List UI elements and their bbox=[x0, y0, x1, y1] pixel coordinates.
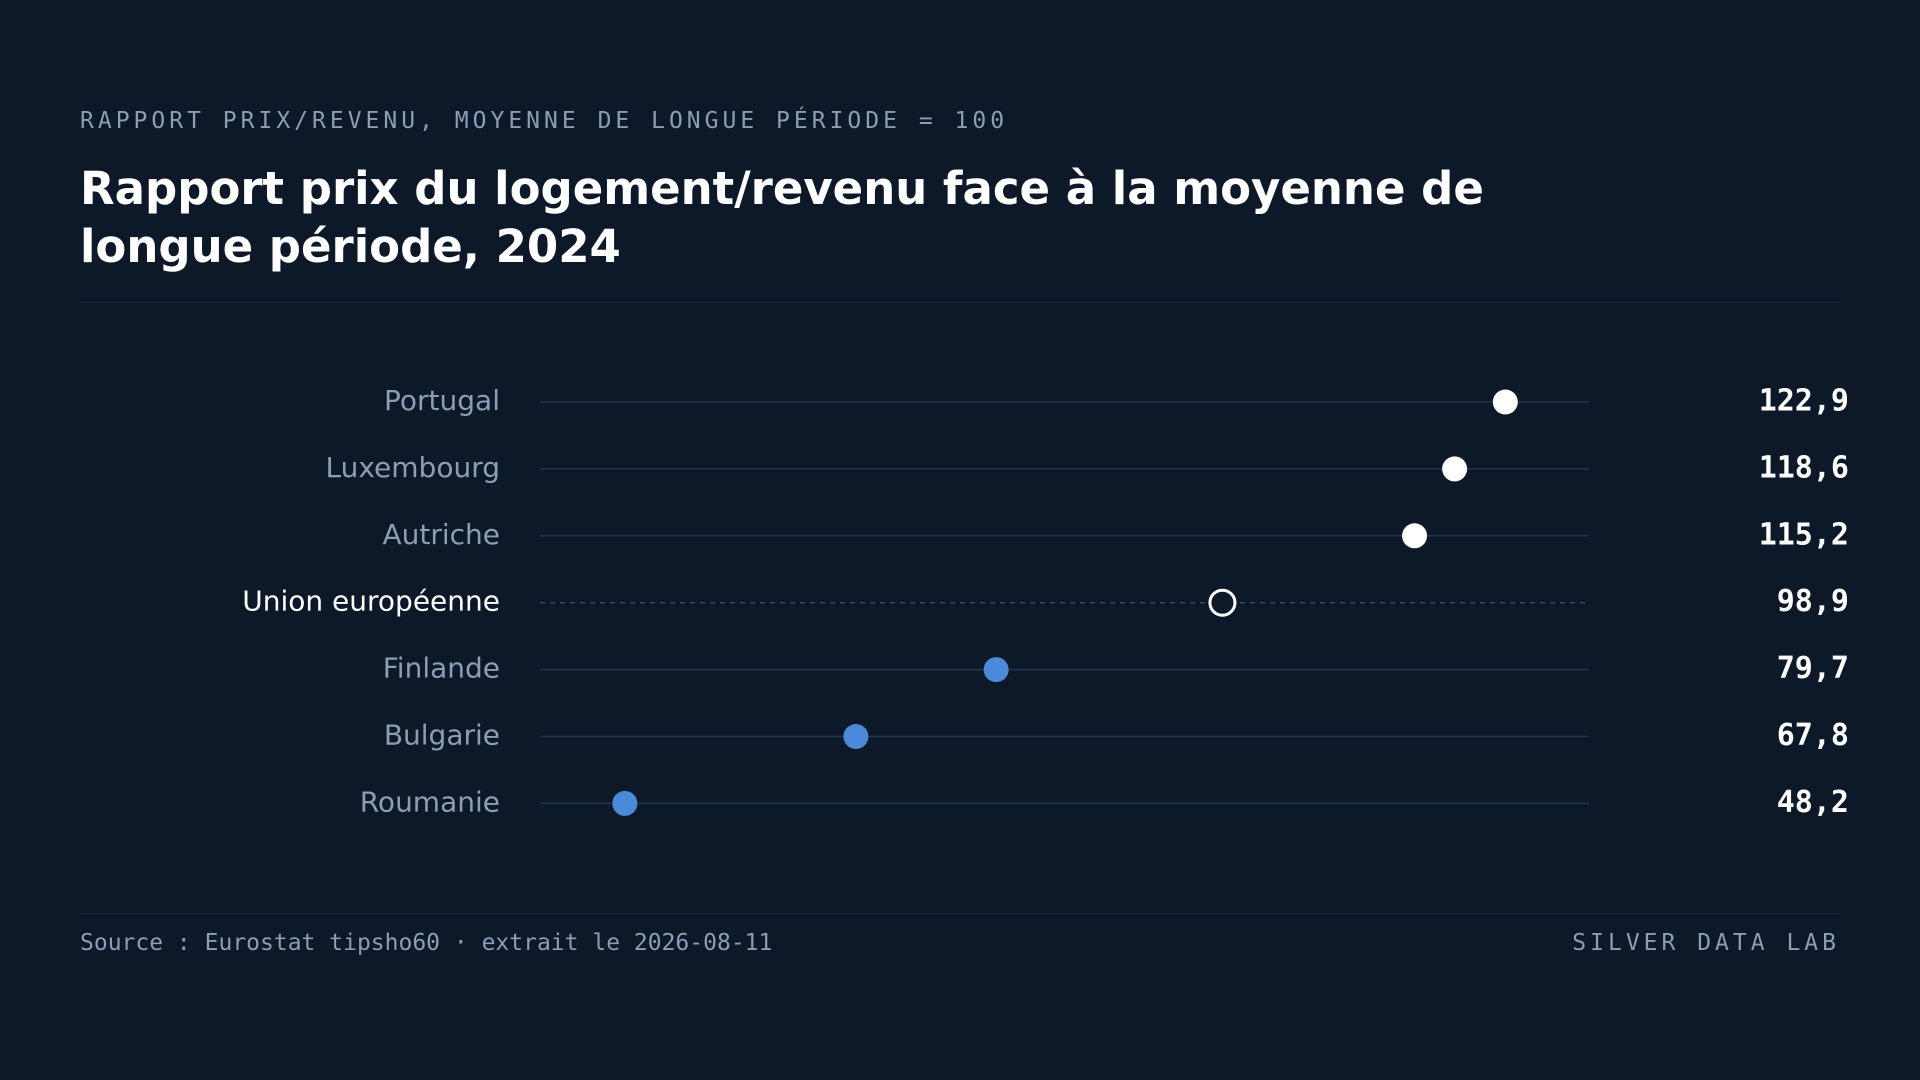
divider bbox=[80, 302, 1840, 303]
value-label: 118,6 bbox=[1759, 450, 1849, 485]
source: Source : Eurostat tipsho60 · extrait le … bbox=[80, 930, 773, 956]
value-label: 98,9 bbox=[1777, 584, 1849, 619]
brand: SILVER DATA LAB bbox=[1572, 930, 1840, 956]
dot bbox=[1442, 456, 1468, 482]
chart-title: Rapport prix du logement/revenu face à l… bbox=[80, 162, 1484, 273]
dot bbox=[1402, 523, 1428, 549]
dot bbox=[612, 790, 638, 816]
dot bbox=[1208, 588, 1237, 617]
category-label: Union européenne bbox=[242, 585, 500, 618]
value-label: 67,8 bbox=[1777, 718, 1849, 753]
value-label: 79,7 bbox=[1777, 651, 1849, 686]
category-label: Finlande bbox=[383, 652, 500, 685]
value-label: 48,2 bbox=[1777, 785, 1849, 820]
divider bbox=[80, 913, 1840, 914]
category-label: Bulgarie bbox=[384, 719, 500, 752]
value-label: 122,9 bbox=[1759, 384, 1849, 419]
value-label: 115,2 bbox=[1759, 517, 1849, 552]
category-label: Luxembourg bbox=[325, 451, 500, 484]
dot bbox=[843, 724, 869, 749]
category-label: Autriche bbox=[382, 518, 500, 551]
category-label: Roumanie bbox=[360, 785, 500, 818]
dot bbox=[983, 657, 1009, 683]
dot bbox=[1492, 389, 1518, 415]
subtitle: RAPPORT PRIX/REVENU, MOYENNE DE LONGUE P… bbox=[80, 108, 1009, 134]
category-label: Portugal bbox=[384, 384, 500, 417]
